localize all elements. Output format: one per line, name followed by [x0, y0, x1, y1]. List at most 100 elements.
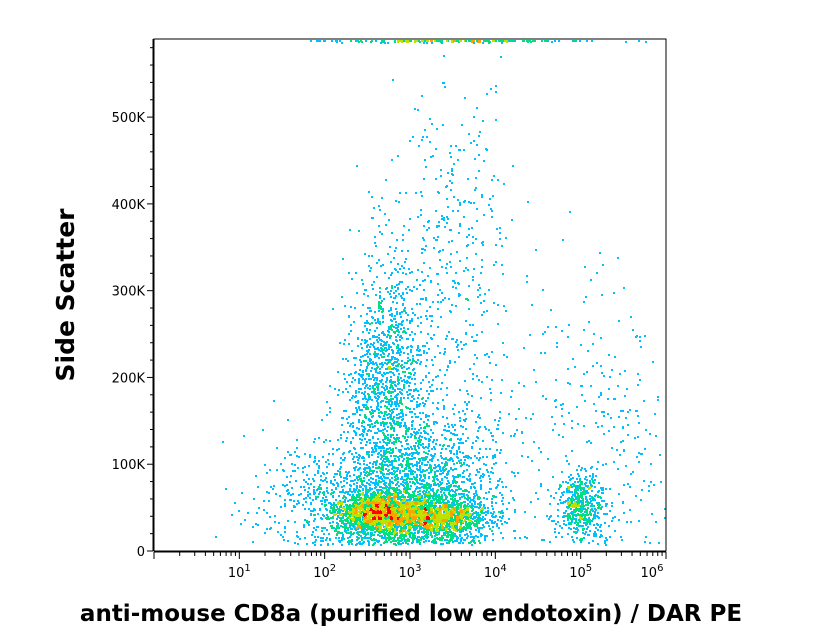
data-point [351, 278, 353, 280]
data-point [444, 463, 446, 465]
data-point [391, 232, 393, 234]
data-point [387, 502, 389, 504]
data-point [320, 500, 322, 502]
data-point [411, 318, 413, 320]
data-point [391, 403, 393, 405]
data-point [376, 442, 378, 444]
data-point [373, 346, 375, 348]
data-point [402, 514, 404, 516]
data-point [360, 356, 362, 358]
data-point [376, 276, 378, 278]
data-point [343, 373, 345, 375]
data-point [322, 514, 324, 516]
data-point [378, 415, 380, 417]
data-point [420, 331, 422, 333]
data-point [400, 463, 402, 465]
data-point [448, 518, 450, 520]
data-point [350, 373, 352, 375]
data-point [374, 432, 376, 434]
data-point [480, 486, 482, 488]
data-point [386, 336, 388, 338]
data-point [429, 502, 431, 504]
data-point [444, 506, 446, 508]
data-point [525, 417, 527, 419]
data-point [369, 462, 371, 464]
data-point [495, 502, 497, 504]
data-point [474, 482, 476, 484]
data-point [376, 530, 378, 532]
data-point [377, 384, 379, 386]
data-point [502, 512, 504, 514]
data-point [391, 324, 393, 326]
data-point [429, 439, 431, 441]
data-point [358, 382, 360, 384]
data-point [497, 484, 499, 486]
data-point [384, 436, 386, 438]
data-point [396, 313, 398, 315]
data-point [424, 345, 426, 347]
data-point [366, 313, 368, 315]
data-point [365, 398, 367, 400]
data-point [344, 378, 346, 380]
data-point [387, 330, 389, 332]
data-point [409, 533, 411, 535]
data-point [343, 485, 345, 487]
data-point [376, 379, 378, 381]
data-point [407, 357, 409, 359]
data-point [409, 503, 411, 505]
data-point [380, 481, 382, 483]
data-point [356, 292, 358, 294]
data-point [431, 460, 433, 462]
data-point [454, 500, 456, 502]
data-point [506, 508, 508, 510]
data-point [343, 431, 345, 433]
data-point [466, 533, 468, 535]
data-point [373, 538, 375, 540]
data-point [493, 463, 495, 465]
data-point [330, 493, 332, 495]
data-point [440, 543, 442, 545]
data-point [381, 233, 383, 235]
data-point [400, 316, 402, 318]
data-point [406, 362, 408, 364]
data-point [491, 522, 493, 524]
data-point [456, 503, 458, 505]
data-point [372, 478, 374, 480]
data-point [345, 525, 347, 527]
data-point [385, 350, 387, 352]
data-point [423, 474, 425, 476]
data-point [408, 372, 410, 374]
data-point [347, 529, 349, 531]
data-point [427, 447, 429, 449]
data-point [421, 531, 423, 533]
data-point [437, 308, 439, 310]
data-point [404, 512, 406, 514]
data-point [383, 423, 385, 425]
data-point [397, 383, 399, 385]
data-point [405, 527, 407, 529]
data-point [412, 510, 414, 512]
data-point [362, 383, 364, 385]
data-point [387, 437, 389, 439]
data-point [414, 333, 416, 335]
data-point [475, 490, 477, 492]
data-point [371, 454, 373, 456]
data-point [420, 298, 422, 300]
data-point [414, 523, 416, 525]
data-point [514, 511, 516, 513]
data-point [354, 512, 356, 514]
data-point [356, 165, 358, 167]
data-point [366, 322, 368, 324]
data-point [395, 368, 397, 370]
data-point [433, 502, 435, 504]
data-point [417, 525, 419, 527]
data-point [466, 469, 468, 471]
data-point [483, 512, 485, 514]
data-point [393, 416, 395, 418]
data-point [376, 364, 378, 366]
data-point [433, 499, 435, 501]
data-point [346, 504, 348, 506]
data-point [362, 398, 364, 400]
data-point [412, 355, 414, 357]
data-point [407, 454, 409, 456]
